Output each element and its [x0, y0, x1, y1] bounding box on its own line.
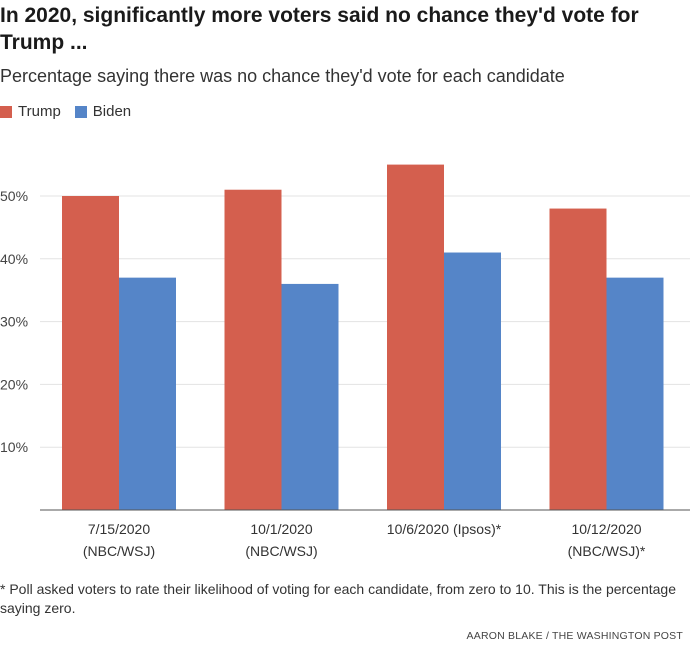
- chart-subtitle: Percentage saying there was no chance th…: [0, 66, 565, 86]
- legend-label-biden: Biden: [92, 103, 132, 120]
- bar-biden: [606, 277, 664, 510]
- bar-biden: [444, 252, 501, 510]
- bar-biden: [281, 283, 339, 510]
- x-tick-label: 10/12/2020: [571, 521, 641, 537]
- legend-swatch-trump: [0, 105, 12, 118]
- y-tick-label: 30%: [0, 314, 28, 330]
- legend-swatch-biden: [74, 105, 87, 118]
- legend-item-biden: Biden: [74, 103, 132, 120]
- x-tick-label: 10/6/2020 (Ipsos)*: [387, 521, 502, 537]
- bar-trump: [62, 196, 119, 510]
- y-tick-label: 20%: [0, 376, 28, 392]
- y-tick-label: 50%: [0, 188, 28, 204]
- bar-trump: [549, 208, 607, 510]
- footnote: * Poll asked voters to rate their likeli…: [0, 581, 677, 616]
- y-tick-label: 40%: [0, 251, 28, 267]
- legend-item-trump: Trump: [0, 103, 61, 120]
- bar-trump: [387, 164, 444, 510]
- x-tick-label: (NBC/WSJ)*: [568, 543, 646, 559]
- credit-line: AARON BLAKE / THE WASHINGTON POST: [466, 630, 683, 642]
- chart-title: In 2020, significantly more voters said …: [0, 4, 639, 54]
- x-tick-label: 7/15/2020: [88, 521, 150, 537]
- bar-trump: [224, 189, 282, 510]
- bar-chart: 10% 20% 30% 40% 50% 7/15/2020 (NBC/WSJ) 10/1/20…: [0, 164, 690, 559]
- x-tick-label: (NBC/WSJ): [245, 543, 317, 559]
- legend: Trump Biden: [0, 103, 145, 120]
- y-tick-label: 10%: [0, 439, 28, 455]
- bar-biden: [119, 277, 176, 510]
- legend-label-trump: Trump: [18, 103, 61, 120]
- x-tick-label: (NBC/WSJ): [83, 543, 155, 559]
- x-tick-label: 10/1/2020: [250, 521, 312, 537]
